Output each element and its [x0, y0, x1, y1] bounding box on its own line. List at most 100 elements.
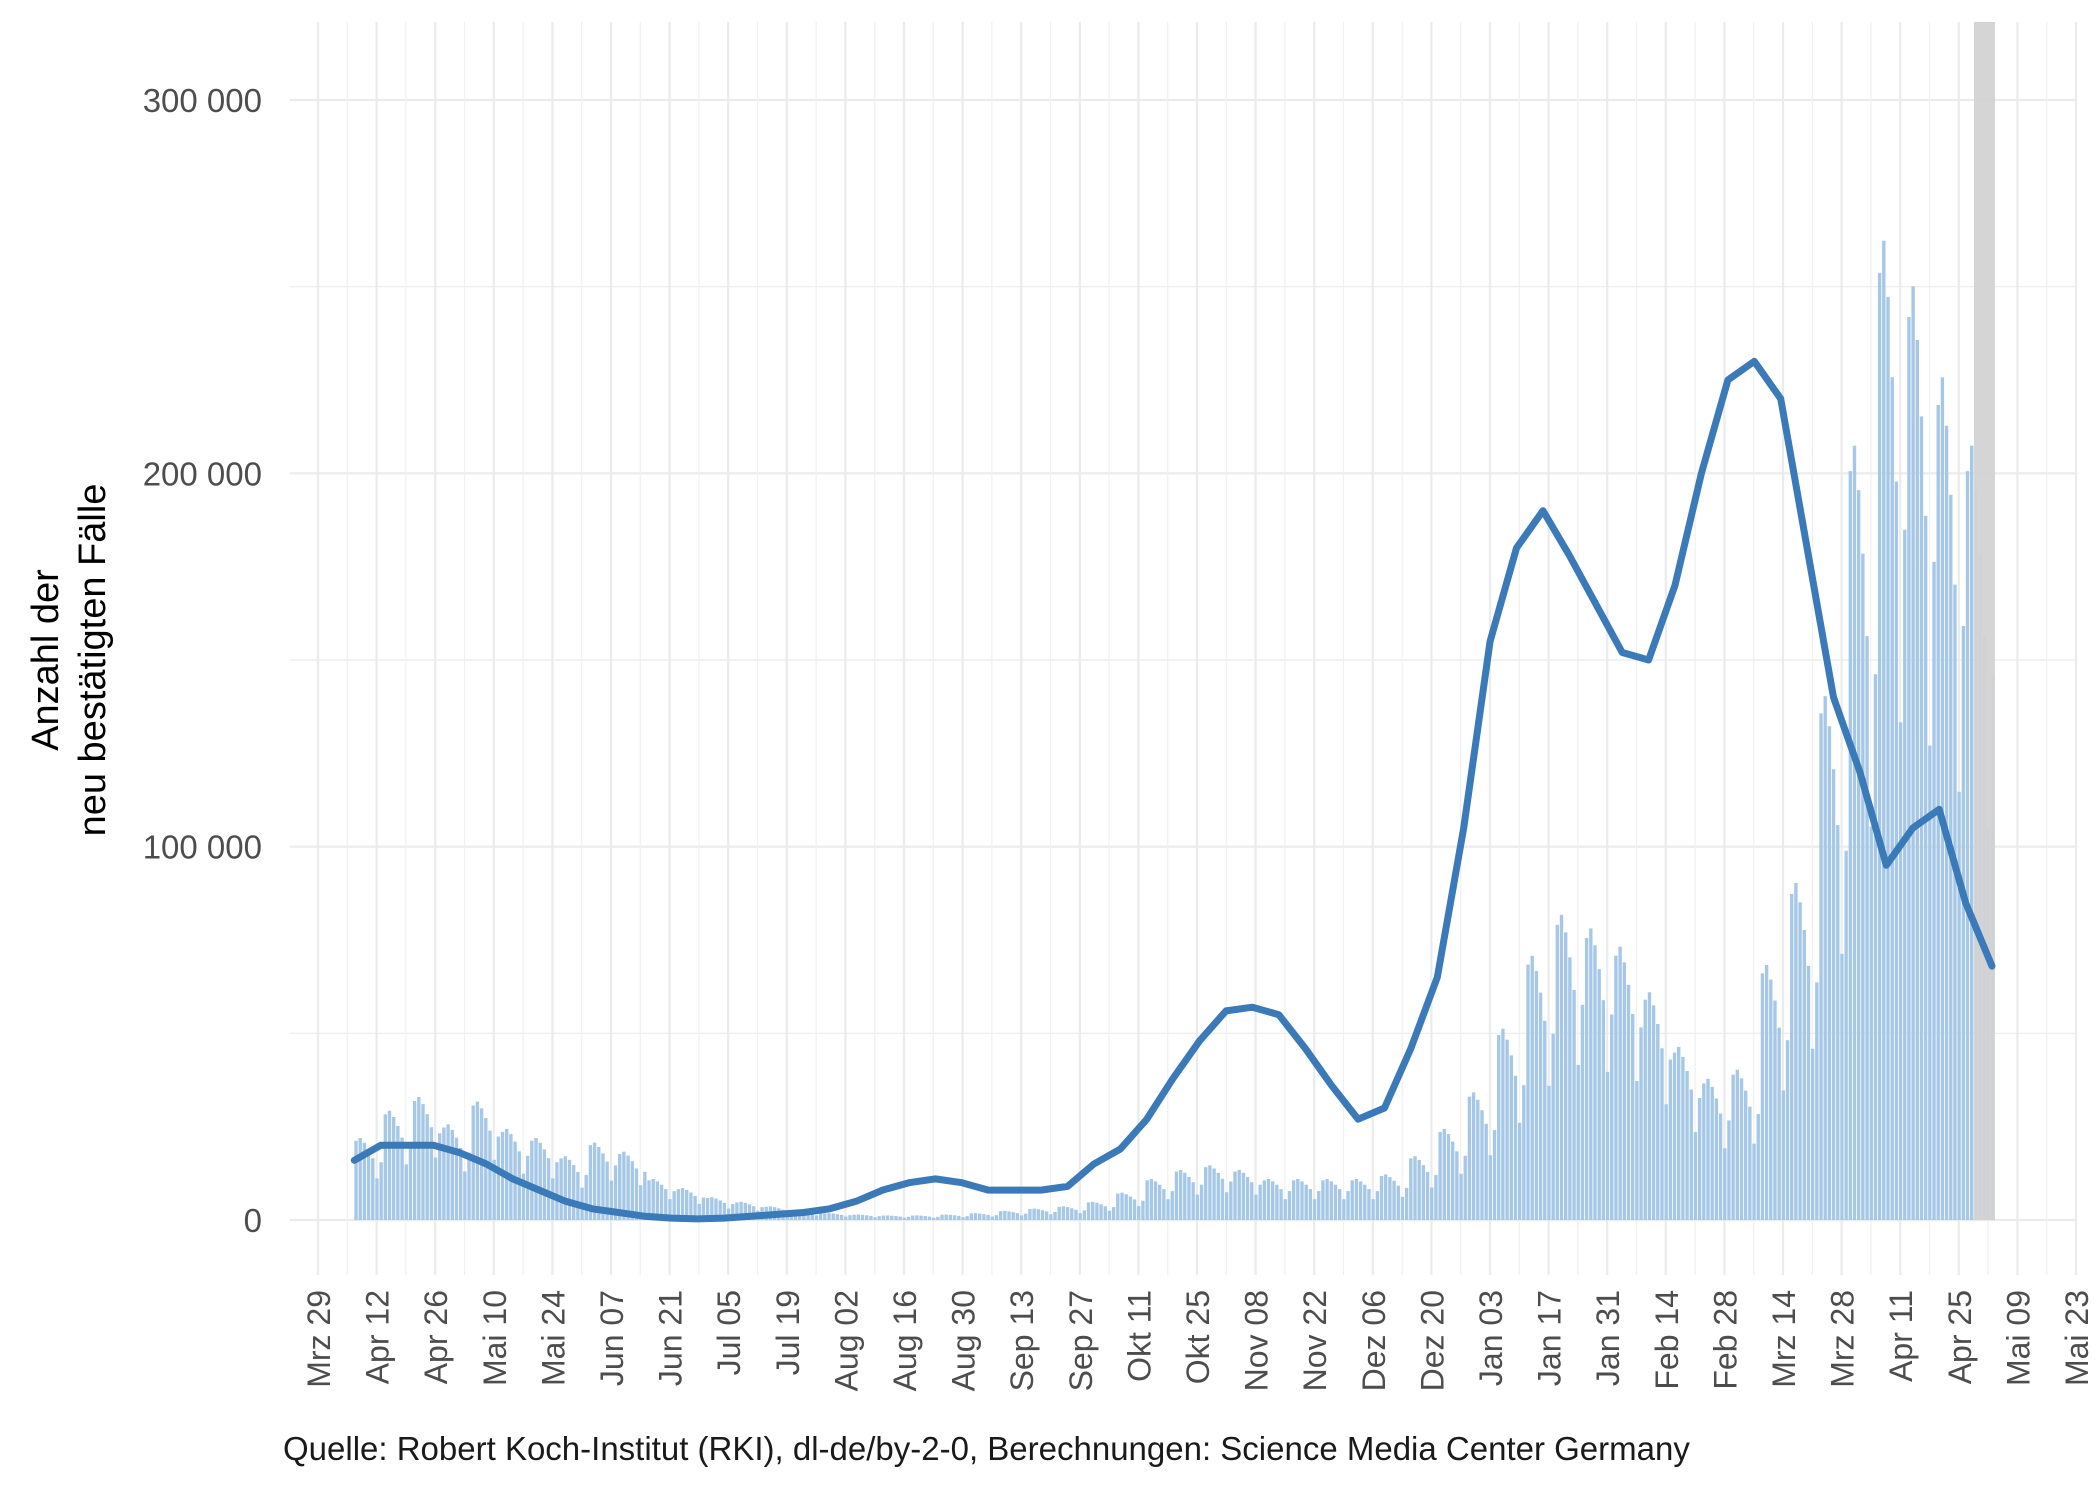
case-bar: [1810, 1048, 1815, 1220]
case-bar: [471, 1105, 475, 1220]
case-bar: [1677, 1046, 1681, 1220]
y-tick-labels: 0 100 000 200 000 300 000: [143, 82, 262, 1239]
case-bar: [463, 1171, 467, 1220]
case-bar: [852, 1214, 856, 1220]
case-bar: [1157, 1184, 1162, 1220]
x-tick-label: Feb 28: [1707, 1290, 1743, 1390]
case-bar: [1379, 1175, 1384, 1220]
case-bar: [1664, 1104, 1668, 1220]
y-tick-label: 100 000: [143, 829, 262, 866]
case-bar: [1350, 1180, 1354, 1220]
case-bar: [1844, 850, 1848, 1220]
case-bar: [659, 1184, 664, 1220]
case-bar: [592, 1142, 597, 1220]
case-bar: [1823, 696, 1827, 1220]
case-bar: [1681, 1056, 1685, 1220]
case-bar: [1731, 1074, 1735, 1220]
case-bar: [1183, 1172, 1187, 1220]
case-bar: [1584, 938, 1589, 1220]
case-bar: [1057, 1206, 1061, 1220]
case-bar: [1262, 1180, 1267, 1220]
case-bar: [442, 1127, 446, 1220]
case-bar: [1476, 1099, 1480, 1220]
case-bar: [626, 1155, 630, 1220]
case-bar: [1275, 1184, 1279, 1220]
case-bar: [1011, 1212, 1015, 1220]
case-bar: [404, 1164, 408, 1220]
case-bar: [1392, 1180, 1396, 1220]
case-bar: [994, 1215, 999, 1220]
case-bar: [1714, 1098, 1719, 1220]
case-bar: [438, 1133, 442, 1220]
x-tick-label: Okt 11: [1121, 1290, 1157, 1382]
case-bar: [1187, 1176, 1191, 1220]
case-bar: [1559, 914, 1564, 1220]
case-bar: [1551, 1033, 1555, 1220]
case-bar: [618, 1153, 622, 1220]
case-bar: [1589, 928, 1593, 1220]
case-bar: [1036, 1209, 1040, 1220]
case-bar: [1450, 1141, 1455, 1220]
case-bar: [1748, 1106, 1752, 1220]
x-tick-label: Jun 07: [594, 1290, 630, 1386]
case-bar: [693, 1195, 697, 1220]
case-bar: [521, 1173, 526, 1220]
case-bar: [1672, 1052, 1677, 1220]
case-bar: [680, 1188, 685, 1220]
case-bar: [1693, 1132, 1698, 1220]
x-tick-label: Dez 20: [1414, 1290, 1450, 1391]
case-bar: [906, 1216, 911, 1220]
case-bar: [1626, 984, 1631, 1220]
x-tick-label: Sep 13: [1004, 1290, 1040, 1391]
case-bar: [1212, 1168, 1216, 1220]
y-axis-title-line2: neu bestätigten Fälle: [72, 484, 114, 837]
case-bar: [1455, 1151, 1459, 1220]
case-bar: [1852, 445, 1857, 1220]
case-bar: [1132, 1199, 1137, 1220]
x-tick-label: Nov 22: [1297, 1290, 1333, 1391]
case-bar: [1099, 1204, 1103, 1220]
case-bar: [1643, 999, 1647, 1220]
case-bar: [1928, 745, 1932, 1220]
case-bar: [701, 1197, 706, 1220]
case-bar: [1601, 1000, 1606, 1220]
x-tick-label: Apr 11: [1883, 1290, 1919, 1382]
case-bar: [1932, 561, 1936, 1220]
case-bar: [1564, 932, 1568, 1220]
case-bar: [609, 1180, 614, 1220]
case-bar: [1266, 1179, 1271, 1220]
case-bar: [400, 1137, 404, 1220]
case-bar: [1505, 1039, 1509, 1220]
case-bar: [810, 1213, 814, 1220]
case-bar: [605, 1161, 609, 1220]
case-bar: [1940, 377, 1945, 1220]
case-bar: [1522, 1085, 1526, 1220]
case-bar: [1898, 722, 1903, 1220]
case-bar: [1697, 1097, 1702, 1220]
case-bar: [1333, 1184, 1338, 1220]
case-bar: [890, 1215, 894, 1220]
case-bar: [1321, 1180, 1325, 1220]
case-bar: [927, 1216, 932, 1220]
case-bar: [1840, 953, 1844, 1220]
case-bar: [375, 1178, 379, 1220]
case-bar: [559, 1158, 563, 1220]
case-bar: [735, 1202, 739, 1220]
x-tick-label: Jun 21: [653, 1290, 689, 1386]
case-bar: [1204, 1167, 1208, 1220]
x-tick-label: Apr 25: [1942, 1290, 1978, 1384]
case-bar: [488, 1130, 492, 1220]
case-bar: [1668, 1059, 1673, 1220]
case-bar: [1287, 1191, 1292, 1220]
case-bar: [1769, 979, 1773, 1220]
case-bar: [1199, 1184, 1204, 1220]
case-bar: [1308, 1189, 1313, 1220]
case-bar: [1007, 1211, 1011, 1220]
case-bar: [517, 1151, 521, 1220]
case-bar: [371, 1158, 375, 1220]
case-bar: [450, 1129, 454, 1220]
case-bar: [1970, 445, 1974, 1220]
case-bar: [638, 1185, 643, 1220]
case-bar: [1660, 1048, 1664, 1220]
case-bar: [1291, 1180, 1296, 1220]
